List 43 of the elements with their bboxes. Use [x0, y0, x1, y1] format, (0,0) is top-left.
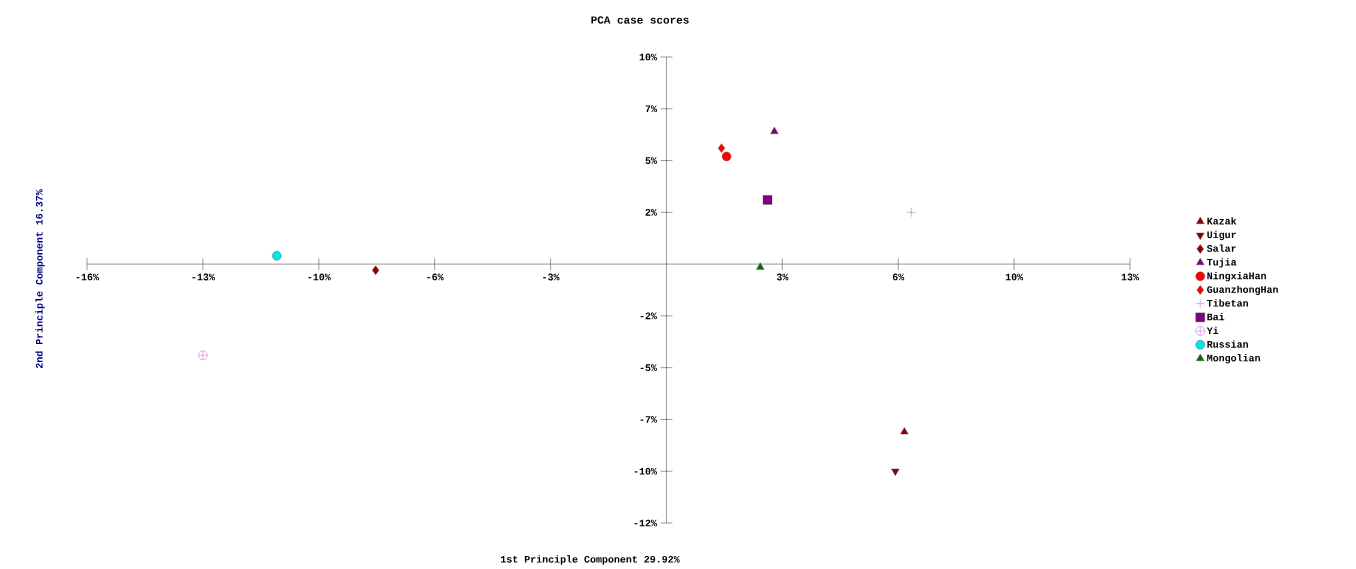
- point: [717, 143, 726, 153]
- y-axis-title: 2nd Principle Component 16.37%: [35, 189, 45, 369]
- legend-label: Uigur: [1207, 230, 1236, 241]
- point: [198, 350, 208, 360]
- point: [721, 151, 732, 162]
- x-tick-label: 6%: [892, 273, 905, 281]
- y-tick-label: -7%: [640, 416, 657, 423]
- point: [762, 195, 773, 205]
- legend-label: Bai: [1207, 313, 1225, 321]
- legend-label: Kazak: [1207, 217, 1237, 225]
- legend-label: NingxiaHan: [1207, 271, 1266, 282]
- legend-label: Tibetan: [1207, 299, 1248, 307]
- x-tick-label: -10%: [308, 273, 331, 281]
- y-tick-label: -12%: [634, 519, 657, 527]
- x-tick-label: 13%: [1121, 273, 1139, 281]
- x-tick-label: -3%: [543, 273, 560, 281]
- y-tick-label: 5%: [645, 157, 657, 164]
- x-tick-label: -6%: [427, 273, 444, 281]
- point: [372, 265, 380, 275]
- point: [272, 251, 282, 261]
- y-tick-label: 2%: [645, 208, 657, 216]
- y-tick-label: 10%: [639, 53, 657, 61]
- y-tick-label: 7%: [645, 105, 657, 113]
- legend-label: Russian: [1207, 340, 1248, 348]
- legend-label: Mongolian: [1207, 354, 1260, 364]
- y-tick-label: -5%: [640, 364, 657, 372]
- point: [891, 468, 900, 476]
- x-tick-label: -13%: [192, 273, 215, 281]
- y-tick-label: -10%: [634, 467, 657, 475]
- point: [900, 427, 909, 435]
- legend-label: Yi: [1206, 326, 1219, 334]
- y-tick-label: -2%: [640, 312, 657, 320]
- point: [756, 262, 765, 270]
- x-tick-label: 3%: [776, 273, 789, 281]
- x-tick-label: 10%: [1005, 273, 1024, 281]
- x-tick-label: -16%: [76, 273, 99, 281]
- point: [906, 207, 916, 218]
- legend-label: GuanzhongHan: [1207, 285, 1278, 295]
- chart-title: PCA case scores: [591, 16, 689, 24]
- x-axis-title: 1st Principle Component 29.92%: [501, 555, 680, 565]
- point: [770, 126, 779, 134]
- legend-label: Salar: [1206, 244, 1236, 252]
- legend-label: Tujia: [1207, 258, 1237, 268]
